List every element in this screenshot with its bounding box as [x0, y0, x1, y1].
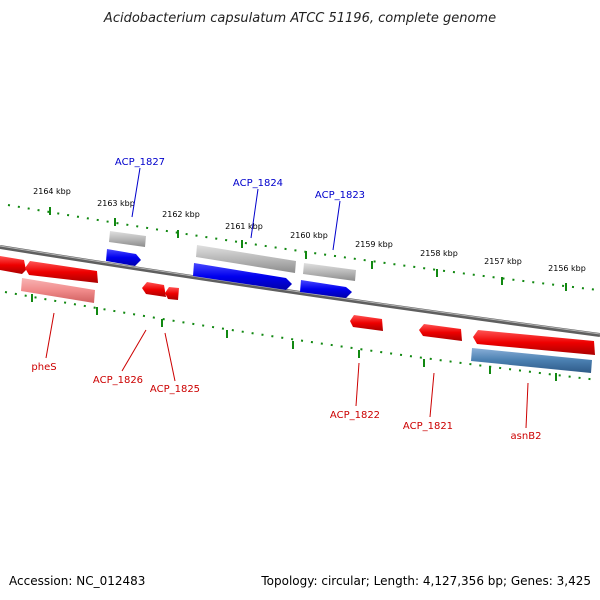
genome-backbone	[0, 245, 600, 337]
gene-label-acp1824[interactable]: ACP_1824	[233, 178, 283, 189]
cds-acp1824[interactable]	[193, 263, 292, 290]
feature-grey-acp1824[interactable]	[196, 245, 296, 273]
tick-label-2160: 2160 kbp	[290, 231, 328, 240]
cds-acp1825[interactable]	[165, 287, 179, 300]
tick-label-2156: 2156 kbp	[548, 264, 586, 273]
cds-acp1823[interactable]	[300, 280, 352, 298]
cds-acp1827[interactable]	[106, 249, 141, 266]
gene-label-acp1826[interactable]: ACP_1826	[93, 375, 143, 386]
gene-label-acp1827[interactable]: ACP_1827	[115, 157, 165, 168]
forward-leader-lines	[131, 167, 341, 251]
tick-label-2157: 2157 kbp	[484, 257, 522, 266]
summary-text: Topology: circular; Length: 4,127,356 bp…	[260, 574, 591, 588]
gene-label-asnb2[interactable]: asnB2	[511, 431, 542, 442]
tick-label-2163: 2163 kbp	[97, 199, 135, 208]
tick-label-2161: 2161 kbp	[225, 222, 263, 231]
tick-label-2159: 2159 kbp	[355, 240, 393, 249]
feature-grey-acp1823[interactable]	[303, 263, 356, 281]
cds-asnb2[interactable]	[473, 330, 595, 355]
cds-phes-region[interactable]	[25, 261, 98, 283]
tick-label-2164: 2164 kbp	[33, 187, 71, 196]
cds-left-edge[interactable]	[0, 256, 26, 274]
reverse-leader-lines	[45, 312, 529, 429]
feature-pink-phes[interactable]	[21, 278, 95, 303]
feature-steel-asnb2[interactable]	[471, 348, 592, 373]
cds-acp1826[interactable]	[142, 282, 166, 297]
feature-grey-acp1827[interactable]	[109, 231, 146, 247]
major-ticks-upper	[49, 207, 567, 291]
map-title: Acidobacterium capsulatum ATCC 51196, co…	[103, 11, 496, 26]
cds-acp1821[interactable]	[419, 324, 462, 341]
tick-label-2158: 2158 kbp	[420, 249, 458, 258]
tick-label-2162: 2162 kbp	[162, 210, 200, 219]
gene-label-acp1822[interactable]: ACP_1822	[330, 410, 380, 421]
gene-label-acp1825[interactable]: ACP_1825	[150, 384, 200, 395]
gene-label-phes[interactable]: pheS	[31, 362, 56, 373]
gene-label-acp1821[interactable]: ACP_1821	[403, 421, 453, 432]
gene-label-acp1823[interactable]: ACP_1823	[315, 190, 365, 201]
accession-text: Accession: NC_012483	[9, 574, 145, 588]
major-ticks-lower	[31, 294, 557, 381]
cds-acp1822[interactable]	[350, 315, 383, 331]
